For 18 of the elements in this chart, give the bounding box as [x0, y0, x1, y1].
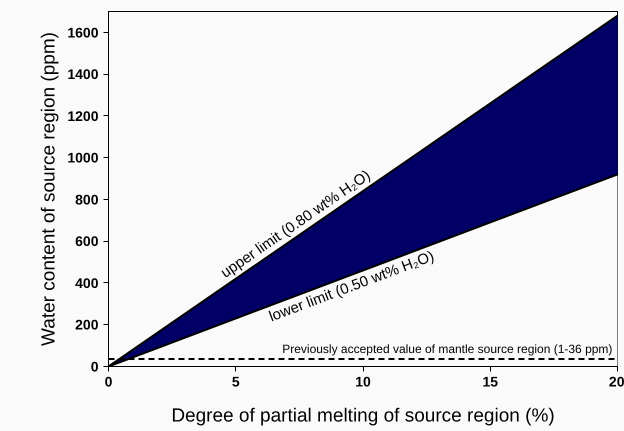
- y-axis-title: Water content of source region (ppm): [38, 32, 60, 346]
- y-tick-label: 800: [75, 191, 99, 208]
- x-tick-label: 10: [355, 374, 371, 390]
- y-tick-label: 1400: [67, 66, 99, 82]
- y-tick-label: 400: [75, 274, 99, 291]
- x-tick-label: 0: [104, 374, 113, 390]
- x-axis-title: Degree of partial melting of source region (%): [171, 406, 555, 426]
- y-tick-label: 600: [75, 233, 99, 250]
- x-tick-label: 15: [482, 374, 498, 390]
- x-tick-label: 5: [232, 374, 240, 390]
- y-tick-label: 1200: [67, 108, 99, 124]
- y-tick-label: 1600: [67, 24, 99, 40]
- y-tick-label: 0: [90, 358, 99, 374]
- annotation: lower limit (0.50 wt% H₂O): [266, 248, 437, 326]
- y-tick-label: 200: [75, 316, 99, 333]
- x-tick-label: 20: [608, 374, 624, 390]
- y-tick-label: 1000: [67, 150, 99, 166]
- ref-line-label: Previously accepted value of mantle source region (1-36 ppm): [282, 342, 612, 356]
